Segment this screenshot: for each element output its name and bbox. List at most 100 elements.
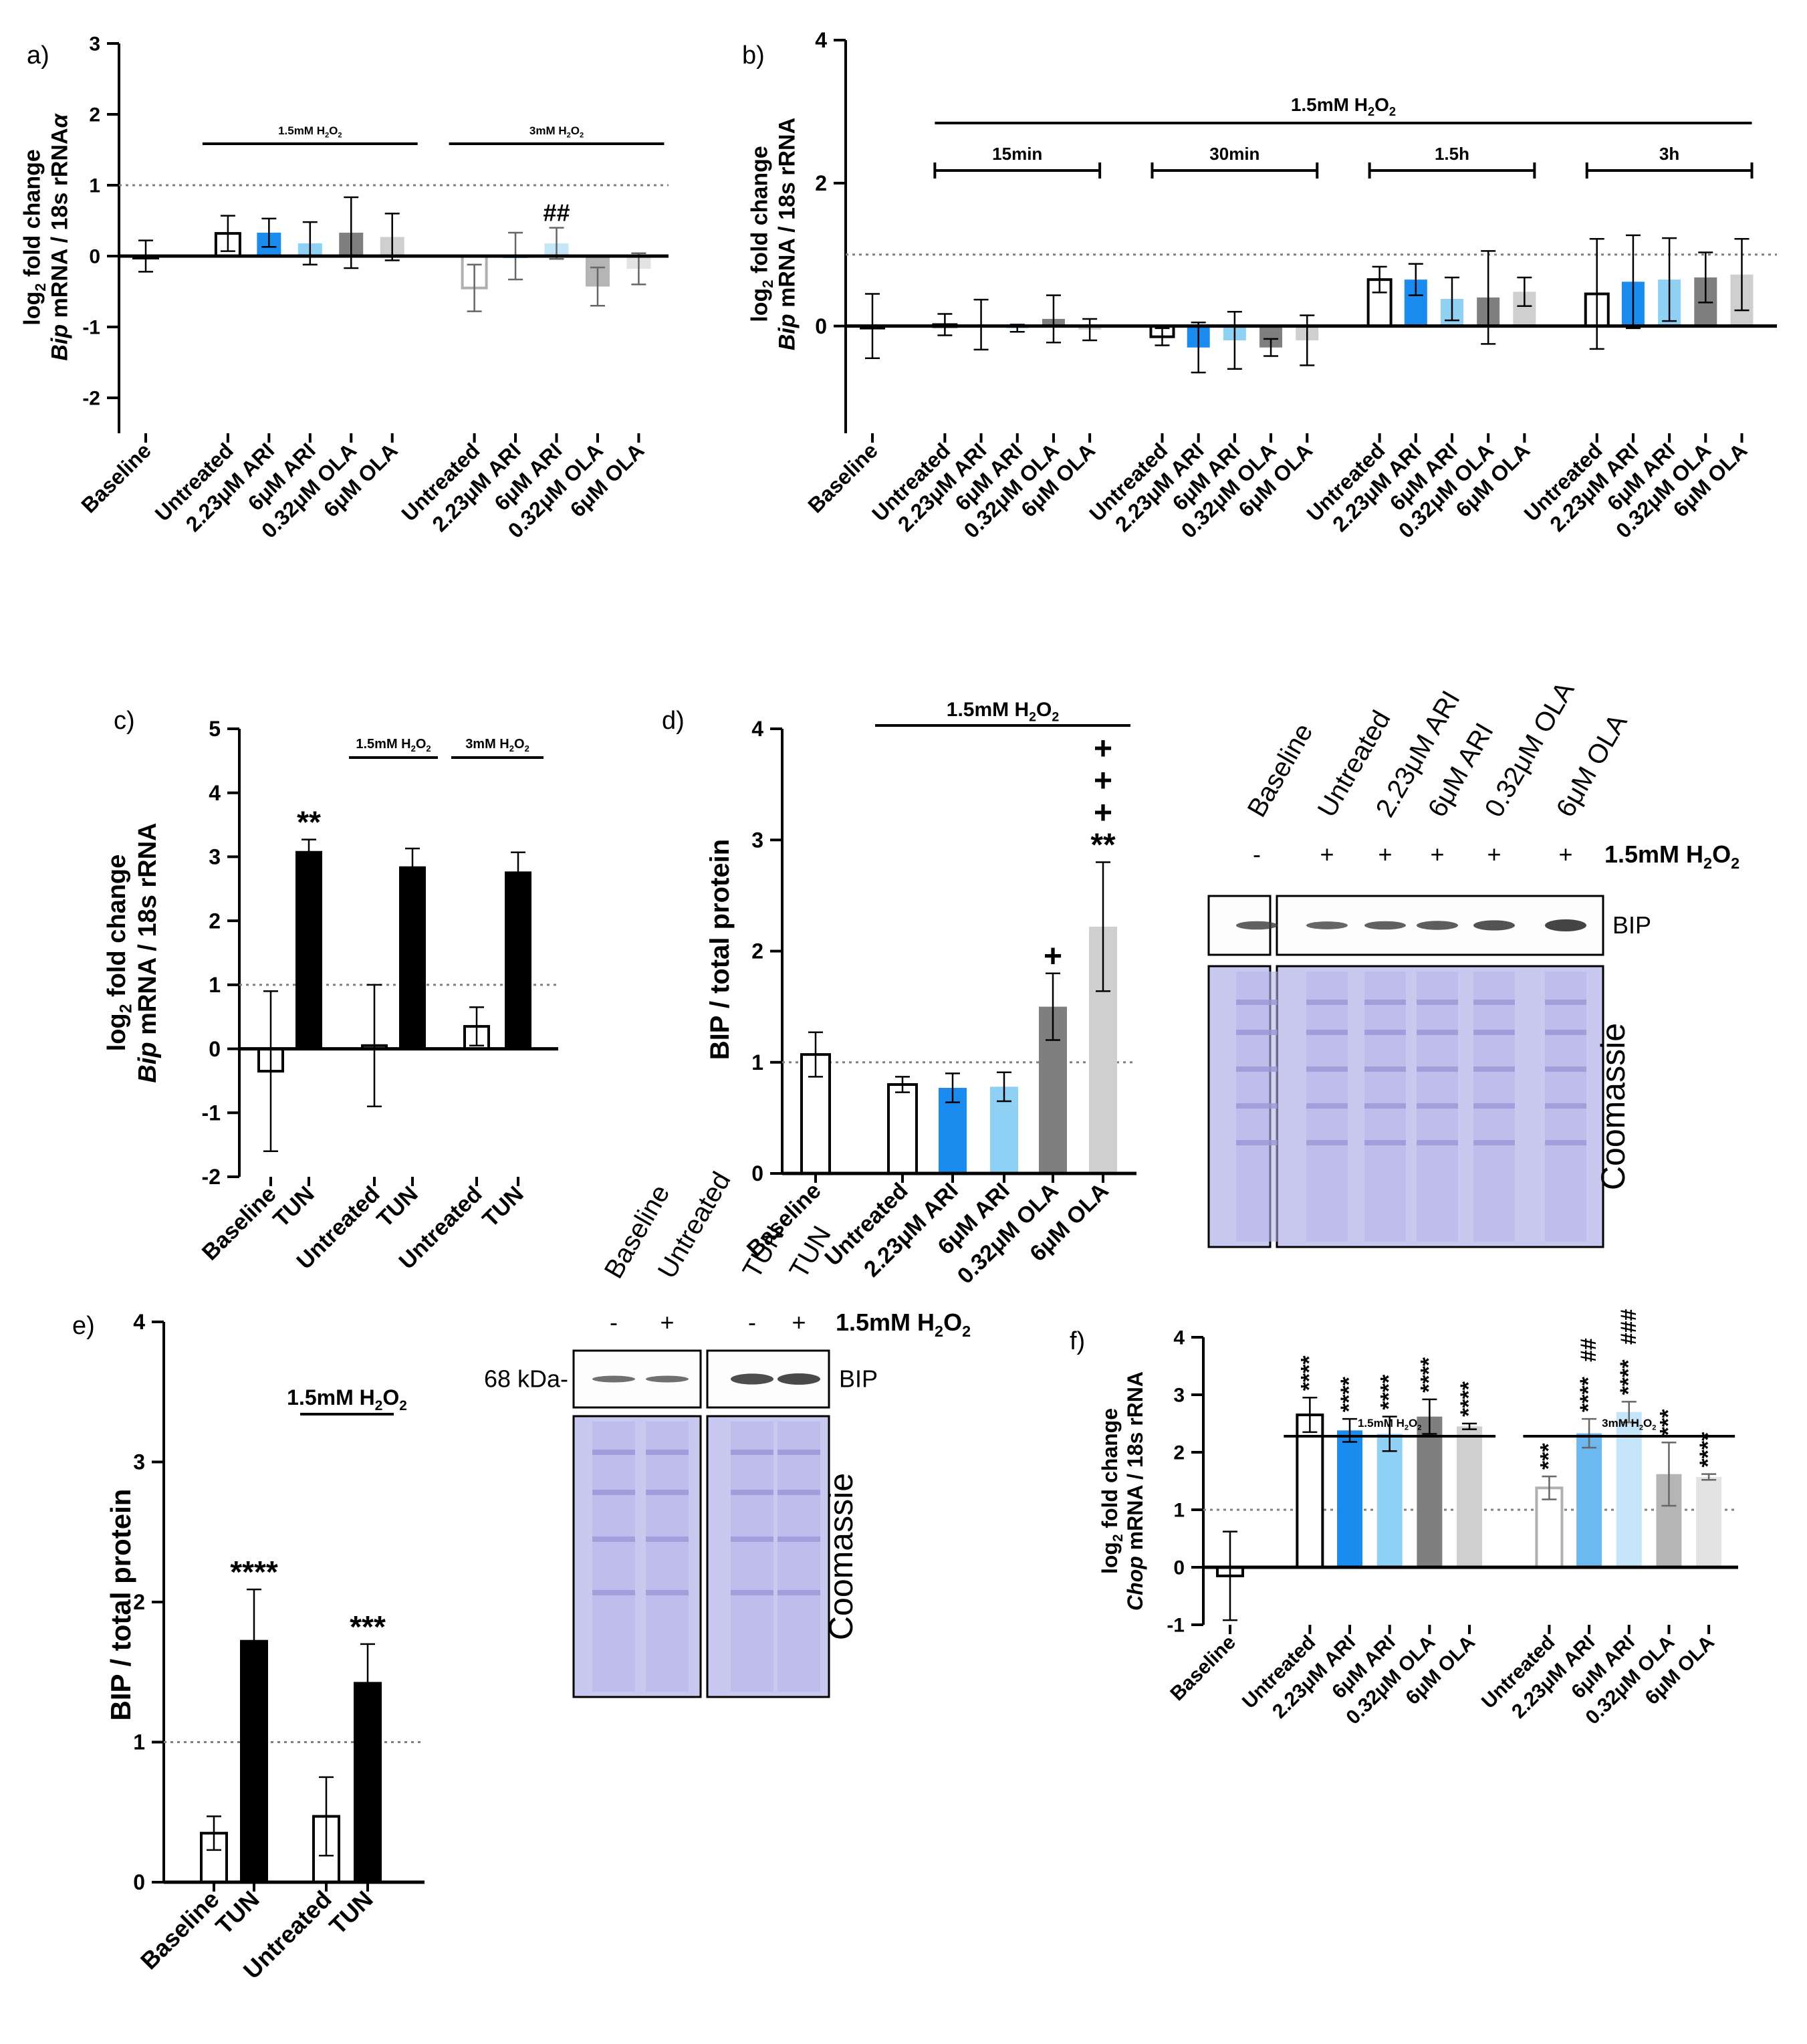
bar [505,871,531,1050]
protein-band [592,1375,635,1383]
stain-label: Coomassie [822,1473,860,1640]
coomassie-band [1364,1140,1406,1145]
treatment-sign: + [1378,840,1392,868]
y-axis-label: log2 fold changeBip mRNA / 18s rRNA [103,822,162,1083]
significance-marker: + [1044,939,1062,974]
coomassie-band [1473,1030,1515,1035]
y-tick-label: 0 [751,1161,763,1185]
y-axis-label: log2 fold changeBip mRNA / 18s rRNA [747,118,800,350]
y-tick-label: 2 [1173,1442,1185,1464]
coomassie-band [777,1537,820,1542]
y-tick-label: 0 [89,246,100,268]
coomassie-band [1306,1066,1348,1072]
coomassie-band [592,1590,635,1595]
protein-band [1364,921,1406,930]
group-label: 1.5mM H2O2 [1291,94,1396,118]
protein-band [1417,921,1458,930]
panel-label: f) [1070,1327,1085,1355]
coomassie-band [1545,1140,1586,1145]
bar [1417,1416,1443,1567]
protein-band [1236,921,1278,930]
y-tick-label: 3 [133,1450,145,1474]
treatment-sign: + [1487,840,1501,868]
coomassie-band [646,1490,689,1495]
coomassie-band [1473,1000,1515,1005]
coomassie-band [1364,1066,1406,1072]
coomassie-band [1417,1140,1458,1145]
coomassie-band [592,1537,635,1542]
bar [887,1083,918,1175]
coomassie-band [731,1590,773,1595]
group-label: 3mM H2O2 [465,737,529,754]
y-tick-label: 2 [815,171,827,195]
y-tick-label: 1 [89,175,100,197]
group-label: 15min [992,144,1042,164]
y-tick-label: 4 [751,717,763,741]
significance-marker: **** [1416,1357,1441,1393]
treatment-sign: - [610,1309,618,1336]
y-tick-label: -2 [82,388,100,410]
treatment-sign: - [1253,840,1261,868]
coomassie-band [1545,1000,1586,1005]
significance-marker: **** [1456,1381,1481,1417]
coomassie-band [1306,1103,1348,1109]
significance-marker: *** [350,1609,386,1644]
lane-label: Untreated [652,1167,737,1283]
group-label: 3mM H2O2 [529,124,584,139]
coomassie-band [1364,1103,1406,1109]
x-category-label: Baseline [1166,1631,1240,1706]
group-label: 3mM H2O2 [1602,1417,1656,1432]
coomassie-band [646,1537,689,1542]
y-axis-title: BIP / total protein [705,839,735,1060]
y-tick-label: 0 [133,1870,145,1894]
coomassie-band [1236,1000,1278,1005]
coomassie-band [777,1590,820,1595]
bar [1576,1433,1602,1567]
significance-marker: ## [543,199,570,227]
coomassie-band [1473,1066,1515,1072]
protein-band [1306,921,1348,929]
coomassie-lane [592,1422,635,1692]
y-tick-label: 0 [815,314,827,338]
panel-label: e) [72,1312,95,1340]
y-tick-label: -2 [202,1165,221,1189]
bar [1376,1434,1403,1567]
coomassie-band [1236,1103,1278,1109]
group-label: 3h [1659,144,1679,164]
y-tick-label: -1 [202,1101,221,1125]
coomassie-band [1545,1103,1586,1109]
y-axis-label: log2 fold changeBip mRNA / 18s rRNAα [20,112,73,360]
treatment-sign: + [1320,840,1334,868]
coomassie-band [731,1537,773,1542]
group-label: 1.5mM H2O2 [947,699,1060,725]
y-tick-label: 3 [209,845,221,869]
x-category-label: TUN [372,1181,423,1232]
protein-band [731,1373,773,1385]
group-label: 1.5mM H2O2 [287,1385,407,1413]
significance-marker: **** [1376,1374,1402,1410]
significance-marker: **** [230,1555,278,1589]
significance-marker: **** [1576,1376,1601,1412]
y-tick-label: 2 [209,909,221,933]
protein-band [1473,920,1515,931]
y-tick-label: 1 [751,1050,763,1074]
significance-marker: + [1094,764,1112,799]
significance-marker: **** [1336,1376,1362,1412]
y-tick-label: 4 [133,1310,145,1334]
panel-label: a) [27,41,49,70]
bar [1616,1411,1642,1567]
protein-band [1545,919,1586,931]
y-tick-label: -1 [1167,1615,1185,1637]
treatment-label: 1.5mM H2O2 [1604,840,1739,872]
significance-marker: ** [1090,828,1116,863]
group-label: 1.5h [1435,144,1469,164]
lane-label: Baseline [1242,719,1319,822]
bar [1696,1476,1722,1567]
significance-marker: **** [1695,1432,1721,1468]
protein-band [646,1375,689,1383]
significance-marker: **** [1616,1359,1641,1395]
